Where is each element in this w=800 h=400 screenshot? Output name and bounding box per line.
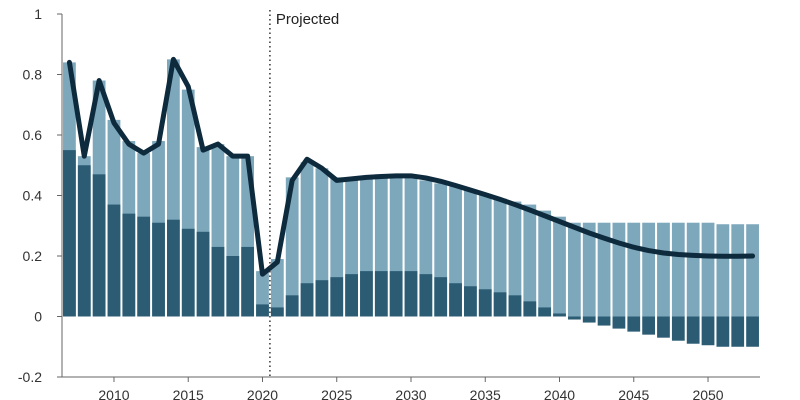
x-tick-label: 2015	[173, 387, 204, 400]
axes-group	[57, 13, 760, 382]
y-tick-label: 0.8	[23, 67, 43, 83]
bar-total-2040	[553, 216, 566, 317]
bar-component-2044	[612, 316, 626, 329]
x-tick-label: 2010	[98, 387, 129, 400]
x-tick-label: 2050	[692, 387, 723, 400]
bar-component-2038	[523, 301, 537, 317]
y-tick-label: 1	[34, 6, 42, 22]
bar-component-2053	[746, 316, 759, 347]
bar-component-2041	[567, 316, 581, 320]
bar-component-2050	[701, 316, 715, 346]
tick-labels-group: -0.2 0 0.2 0.4 0.6 0.8 1 2010 2015 2020 2025 2030 20…	[18, 6, 724, 400]
y-tick-label: 0.2	[23, 248, 43, 264]
bar-component-2023	[300, 283, 314, 317]
bar-total-2050	[701, 222, 715, 317]
bar-component-2011	[122, 213, 136, 317]
bar-component-2036	[493, 292, 507, 317]
x-tick-label: 2035	[470, 387, 501, 400]
bar-total-2044	[612, 222, 626, 317]
bar-component-2027	[360, 271, 373, 317]
trend-line	[66, 56, 756, 277]
bar-component-2018	[226, 256, 240, 317]
bar-component-2045	[627, 316, 641, 332]
bar-component-2049	[686, 316, 700, 344]
bar-total-2041	[567, 222, 581, 317]
bar-component-2052	[731, 316, 745, 347]
bar-component-2014	[166, 219, 180, 317]
bar-total-2037	[508, 201, 522, 317]
bar-total-2042	[582, 222, 596, 317]
bar-total-2023	[300, 162, 314, 317]
bar-component-2029	[389, 271, 403, 317]
bar-total-2051	[716, 224, 730, 317]
bar-component-2016	[196, 231, 210, 317]
bar-total-2053	[746, 224, 759, 317]
bar-component-2046	[642, 316, 656, 335]
bar-total-2046	[642, 222, 656, 317]
bar-total-2024	[315, 168, 329, 317]
line-series-group	[66, 56, 756, 277]
bar-component-2035	[478, 289, 492, 317]
bar-component-2021	[270, 307, 284, 317]
bar-component-2008	[77, 165, 91, 317]
bar-total-2045	[627, 222, 641, 317]
bar-total-2034	[464, 189, 477, 317]
bar-total-2052	[731, 224, 745, 317]
bar-component-2017	[211, 246, 225, 317]
x-tick-label: 2020	[247, 387, 278, 400]
bar-component-2007	[63, 150, 76, 317]
bar-total-2035	[478, 195, 492, 317]
bar-component-2013	[152, 222, 165, 317]
bar-component-2043	[597, 316, 611, 326]
bar-component-2009	[92, 174, 106, 317]
bar-component-2048	[671, 316, 685, 341]
bar-component-2012	[137, 216, 151, 317]
bar-component-2025	[330, 277, 344, 317]
dark-bars-group	[63, 150, 759, 347]
bar-component-2032	[434, 277, 448, 317]
bar-total-2049	[686, 222, 700, 317]
bar-total-2039	[538, 210, 552, 317]
bar-component-2026	[345, 274, 358, 317]
bar-total-2036	[493, 198, 507, 317]
bar-component-2051	[716, 316, 730, 347]
bar-component-2033	[449, 283, 462, 317]
bar-total-2043	[597, 222, 611, 317]
bar-component-2042	[582, 316, 596, 323]
bar-component-2040	[553, 313, 566, 317]
bar-component-2024	[315, 280, 329, 317]
bar-total-2048	[671, 222, 685, 317]
bar-component-2015	[181, 228, 195, 317]
y-tick-label: 0.6	[23, 127, 43, 143]
y-tick-label: -0.2	[18, 369, 42, 385]
bar-component-2010	[107, 204, 121, 317]
bar-total-2038	[523, 204, 537, 317]
x-tick-label: 2030	[395, 387, 426, 400]
y-tick-label: 0	[34, 309, 42, 325]
bar-component-2034	[464, 286, 477, 317]
x-tick-label: 2025	[321, 387, 352, 400]
y-tick-label: 0.4	[23, 188, 43, 204]
bar-total-2021	[270, 259, 284, 317]
bar-component-2019	[241, 246, 255, 317]
bar-component-2030	[404, 271, 418, 317]
bar-total-2022	[285, 177, 299, 317]
bar-component-2047	[657, 316, 670, 338]
bar-component-2022	[285, 295, 299, 317]
x-tick-label: 2045	[618, 387, 649, 400]
bar-component-2037	[508, 295, 522, 317]
bar-component-2020	[256, 304, 269, 317]
bar-component-2039	[538, 307, 552, 317]
projected-annotation: Projected	[276, 11, 339, 28]
bar-total-2047	[657, 222, 670, 317]
bar-component-2031	[419, 274, 433, 317]
bar-component-2028	[374, 271, 388, 317]
x-tick-label: 2040	[544, 387, 575, 400]
